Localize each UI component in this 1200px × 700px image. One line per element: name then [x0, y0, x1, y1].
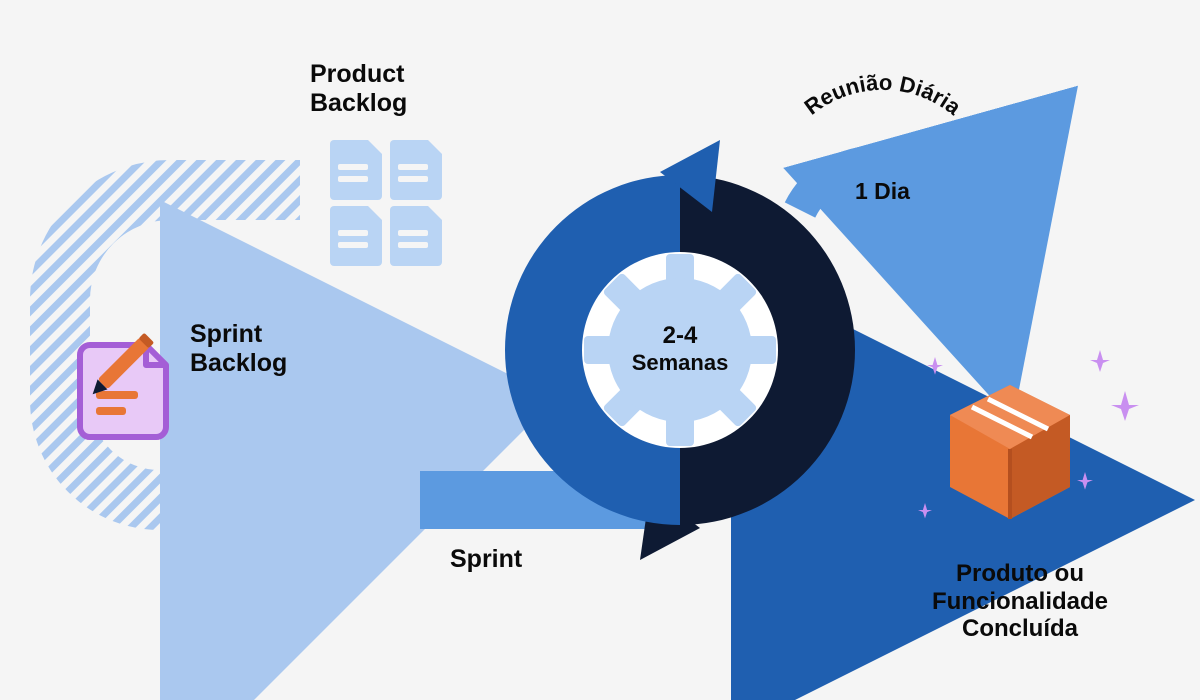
cycle-center-1: 2-4 — [640, 322, 720, 350]
product-backlog-label: Product Backlog — [310, 60, 407, 118]
scrum-diagram: Reunião Diária — [0, 0, 1200, 700]
sprint-label: Sprint — [450, 545, 522, 574]
one-day-label: 1 Dia — [855, 178, 910, 204]
sprint-backlog-label: Sprint Backlog — [190, 320, 287, 378]
product-done-label: Produto ou Funcionalidade Concluída — [920, 560, 1120, 643]
cycle-center-2: Semanas — [620, 350, 740, 375]
